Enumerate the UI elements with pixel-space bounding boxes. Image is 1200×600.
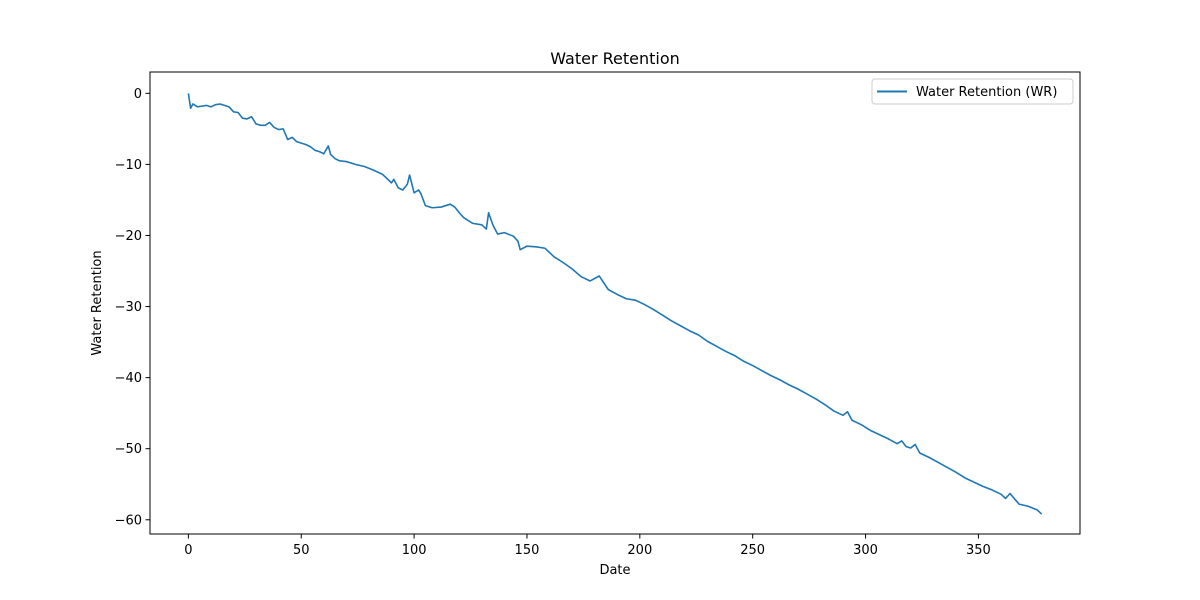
x-tick-label: 350 <box>966 543 991 558</box>
y-tick-label: −10 <box>115 158 142 173</box>
x-tick-label: 250 <box>740 543 765 558</box>
x-tick-label: 50 <box>293 543 310 558</box>
x-tick-label: 100 <box>402 543 427 558</box>
y-axis-ticks: 0 −10 −20 −30 −40 −50 −60 <box>115 87 150 528</box>
y-tick-label: −30 <box>115 300 142 315</box>
y-tick-label: −20 <box>115 229 142 244</box>
x-tick-label: 200 <box>627 543 652 558</box>
x-axis-title: Date <box>599 563 630 578</box>
x-axis-ticks: 0 50 100 150 200 250 300 350 <box>184 534 991 558</box>
y-tick-label: −50 <box>115 442 142 457</box>
x-tick-label: 150 <box>515 543 540 558</box>
chart-title: Water Retention <box>550 49 680 68</box>
y-tick-label: 0 <box>134 87 142 102</box>
legend: Water Retention (WR) <box>871 78 1074 105</box>
legend-box <box>871 78 1074 105</box>
y-tick-label: −60 <box>115 513 142 528</box>
y-tick-label: −40 <box>115 371 142 386</box>
plot-frame <box>149 71 1081 535</box>
y-axis-title: Water Retention <box>90 250 105 355</box>
legend-label: Water Retention (WR) <box>916 85 1057 100</box>
series-line-0 <box>187 93 1043 515</box>
x-tick-label: 0 <box>184 543 192 558</box>
x-tick-label: 300 <box>853 543 878 558</box>
plot-area <box>149 71 1081 535</box>
